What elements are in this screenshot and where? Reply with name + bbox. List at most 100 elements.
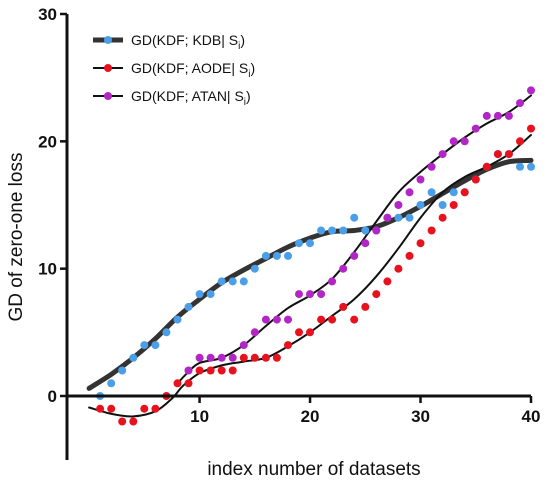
point-series-3-20 [306,290,314,299]
point-series-1-11 [206,290,215,299]
point-series-3-9 [184,366,193,375]
point-series-1-2 [107,379,116,388]
point-series-3-22 [328,277,337,286]
point-series-3-39 [516,99,524,108]
y-axis-title: GD of zero-one loss [6,153,27,322]
point-series-3-31 [427,162,436,171]
point-series-3-13 [228,353,237,362]
trend-line-series-1 [86,157,534,391]
legend-label-2: GD(KDF; AODE| Si) [131,60,255,80]
legend-marker-2 [104,64,112,72]
y-tick-label-0: 0 [48,387,57,406]
point-series-2-16 [261,353,270,362]
point-series-3-21 [317,290,326,299]
point-series-3-16 [261,315,270,324]
point-series-2-35 [471,175,480,184]
point-series-1-30 [416,201,425,209]
point-series-1-29 [405,213,414,222]
point-series-2-11 [206,366,215,375]
point-series-2-20 [306,328,314,337]
y-axis-ticks: 0 10 20 30 [38,5,67,406]
point-series-2-26 [372,290,381,299]
point-series-2-33 [449,201,458,209]
point-series-2-6 [151,404,160,413]
point-series-1-3 [118,366,127,375]
legend-marker-1 [104,36,112,44]
point-series-1-31 [427,188,436,197]
point-series-1-13 [228,277,237,286]
point-series-1-25 [361,226,370,235]
point-series-1-24 [350,213,359,222]
point-series-2-1 [96,404,105,413]
point-series-1-17 [272,251,281,260]
point-series-2-25 [361,302,370,311]
point-series-2-37 [493,150,502,159]
x-axis-title: index number of datasets [207,459,420,480]
point-series-2-10 [195,366,204,375]
point-series-2-38 [504,150,513,159]
y-tick-label-20: 20 [38,132,57,151]
point-series-2-36 [482,162,491,171]
trend-line-series-3 [176,94,532,385]
point-series-1-12 [217,277,226,286]
point-series-3-12 [217,353,226,362]
point-series-3-24 [350,251,359,260]
point-series-2-12 [217,366,226,375]
point-series-3-14 [239,341,248,350]
point-series-1-40 [527,162,535,171]
point-series-3-28 [394,201,403,209]
point-series-1-15 [250,264,259,273]
point-series-2-39 [516,137,524,146]
point-series-1-23 [339,226,348,235]
point-series-3-29 [405,188,414,197]
point-series-1-4 [129,353,138,362]
point-series-2-17 [272,353,281,362]
point-series-2-28 [394,264,403,273]
point-series-3-33 [449,137,458,146]
point-series-2-3 [118,417,127,426]
point-series-3-30 [416,175,425,184]
point-series-2-15 [250,353,259,362]
point-series-2-24 [350,315,359,324]
y-tick-label-10: 10 [38,260,57,279]
point-series-2-29 [405,251,414,260]
point-series-3-11 [206,353,215,362]
point-series-1-10 [195,290,204,299]
point-series-1-32 [438,201,447,209]
point-series-3-26 [372,226,381,235]
legend-label-3: GD(KDF; ATAN| Si) [131,88,251,108]
legend-marker-3 [104,92,112,100]
x-tick-label-30: 30 [411,407,430,426]
point-series-2-34 [460,188,469,197]
point-series-1-19 [295,239,303,248]
point-series-1-14 [239,277,248,286]
point-series-2-27 [383,277,392,286]
x-tick-label-20: 20 [301,407,320,426]
point-series-2-40 [527,124,535,133]
point-series-3-32 [438,150,447,159]
point-series-2-4 [129,417,138,426]
point-series-3-36 [482,111,491,120]
point-series-1-5 [140,341,149,350]
point-series-2-18 [284,341,292,350]
point-series-3-38 [504,111,513,120]
point-series-1-21 [317,226,326,235]
legend-label-1: GD(KDF; KDB| Si) [131,32,245,52]
point-series-3-34 [460,137,469,146]
point-series-1-16 [261,251,270,260]
x-tick-label-40: 40 [522,407,541,426]
point-series-3-18 [284,315,292,324]
y-tick-label-30: 30 [38,5,57,24]
point-series-3-15 [250,328,259,337]
point-series-2-22 [328,315,337,324]
point-series-3-17 [272,315,281,324]
point-series-1-6 [151,341,160,350]
point-series-3-10 [195,353,204,362]
point-series-3-40 [527,86,535,95]
point-series-1-8 [173,315,182,324]
point-series-3-35 [471,124,480,133]
point-series-3-25 [361,239,370,248]
point-series-2-19 [295,328,303,337]
point-series-1-39 [516,162,524,171]
